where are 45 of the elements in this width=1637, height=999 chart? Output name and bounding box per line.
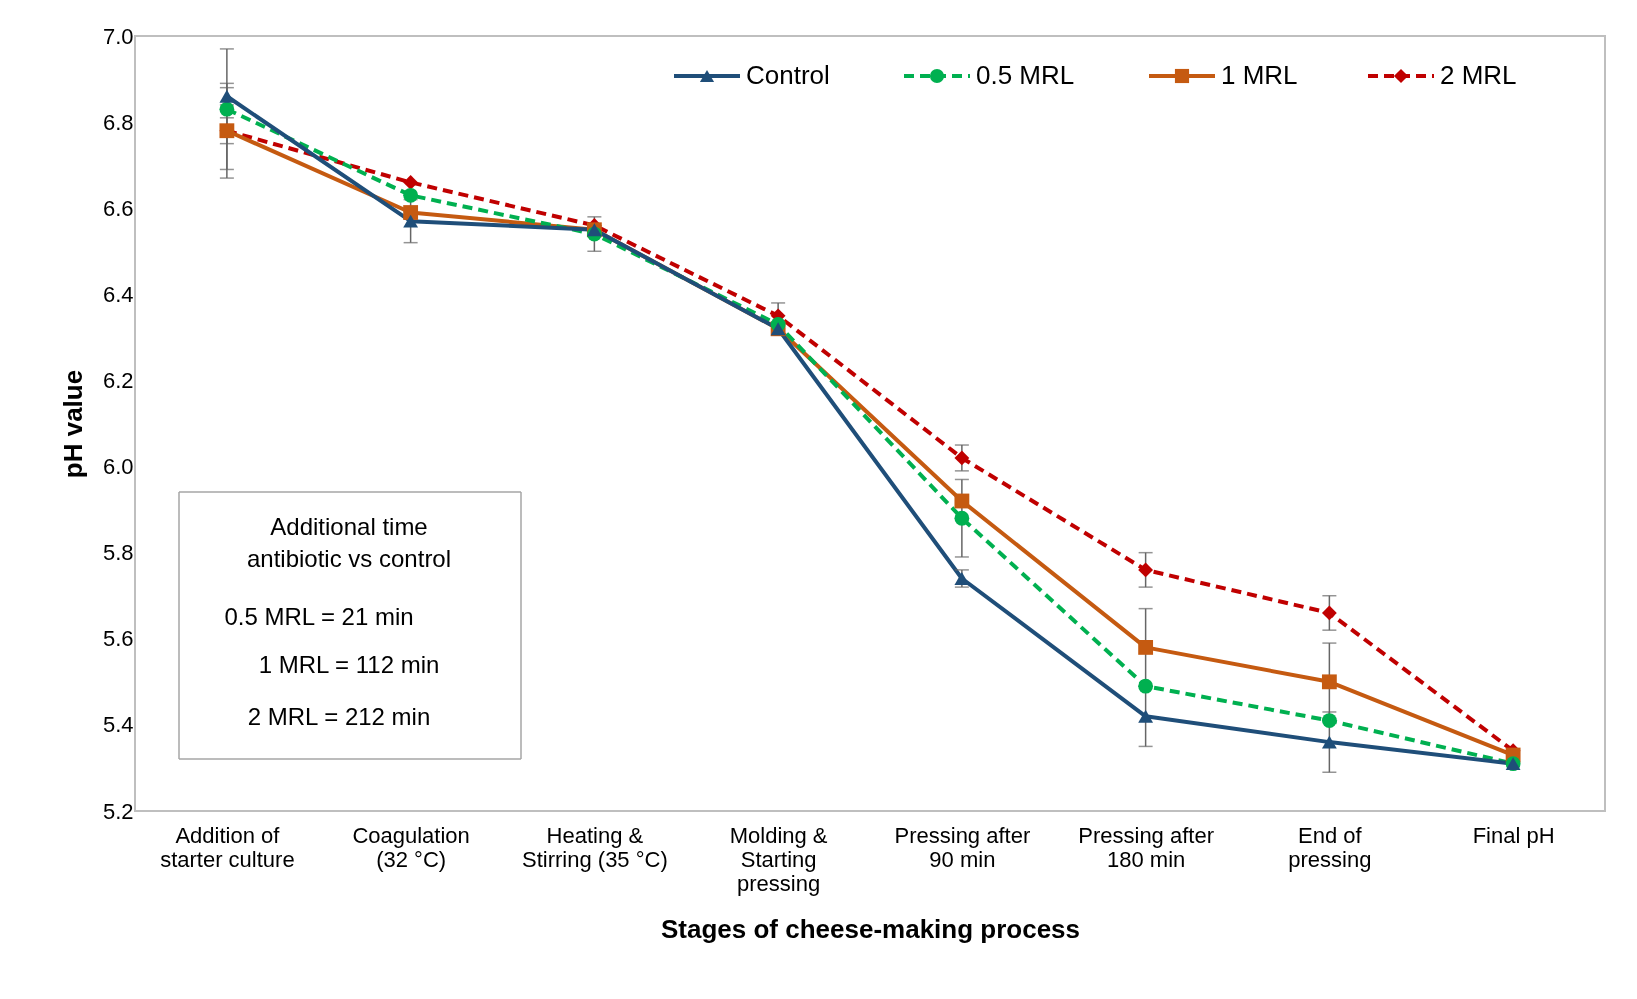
y-axis-title: pH value [57,369,88,479]
x-tick-label: End of pressing [1288,822,1372,872]
x-tick-label: Final pH [1472,822,1555,848]
point [1138,639,1154,655]
annotation: antibiotic vs control [246,545,452,572]
annotation: 2 MRL = 212 min [247,703,431,730]
x-tick-label: Molding & Starting pressing [729,822,828,896]
legend-label: Control [746,60,830,90]
y-tick-label: 6.8 [102,109,134,135]
y-tick-label: 5.2 [102,798,134,824]
point [403,205,419,220]
point [1321,713,1337,728]
legend-label: 2 MRL [1440,60,1517,90]
annotation: 0.5 MRL = 21 min [224,603,414,630]
y-tick-label: 6.0 [102,454,134,480]
x-tick-label: Pressing after 90 min [894,822,1031,872]
point [1138,678,1154,694]
x-tick-label: Heating & Stirring (35 °C) [522,822,668,872]
point [1138,709,1154,723]
point [403,214,419,228]
x-tick-label: Coagulation (32 °C) [352,822,470,872]
point [1321,735,1337,749]
y-tick-label: 5.6 [102,626,134,652]
y-tick-label: 5.4 [102,712,134,738]
point [954,510,970,526]
x-axis-title: Stages of cheese-making process [660,913,1081,944]
point [1321,674,1337,690]
annotation: Additional time [270,513,428,540]
point [1138,562,1154,578]
x-tick-label: Pressing after 180 min [1078,822,1214,872]
y-tick-label: 6.6 [102,195,134,221]
point [1321,605,1337,621]
point [403,174,419,190]
y-tick-label: 7.0 [102,23,134,49]
legend-label: 0.5 MRL [976,60,1075,90]
y-tick-label: 6.4 [102,281,134,307]
point [403,187,419,203]
annotation: 1 MRL = 112 min [258,651,440,678]
y-tick-label: 6.2 [102,367,134,393]
legend-label: 1 MRL [1221,60,1298,90]
point [954,450,970,466]
x-tick-label: Addition of starter culture [160,822,295,872]
y-tick-label: 5.8 [102,540,134,566]
point [954,493,970,509]
point [219,101,235,117]
